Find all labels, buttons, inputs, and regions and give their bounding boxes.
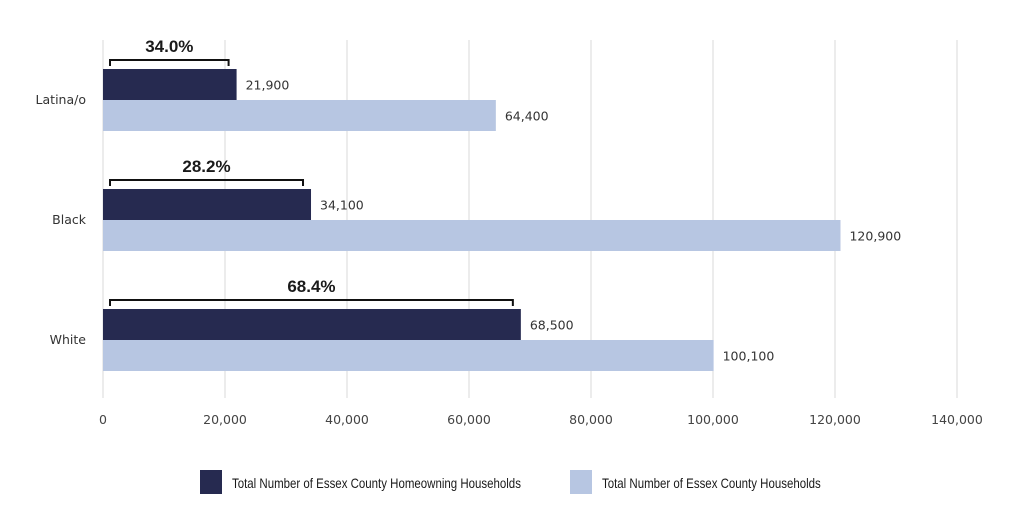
legend-swatch: [200, 470, 222, 494]
data-label: 64,400: [505, 109, 549, 124]
bar: [103, 100, 496, 131]
x-tick-label: 80,000: [569, 412, 613, 427]
percent-annotation: 28.2%: [182, 157, 230, 176]
bar: [103, 220, 841, 251]
percent-bracket: [109, 179, 305, 186]
bar: [103, 309, 521, 340]
data-label: 21,900: [246, 78, 290, 93]
data-label: 120,900: [849, 229, 901, 244]
x-tick-label: 0: [99, 412, 107, 427]
legend-label: Total Number of Essex County Households: [602, 475, 821, 491]
legend-swatch: [570, 470, 592, 494]
data-label: 100,100: [723, 349, 775, 364]
bar: [103, 189, 312, 220]
percent-bracket: [109, 59, 230, 66]
data-label: 34,100: [320, 198, 364, 213]
percent-annotation: 68.4%: [287, 277, 335, 296]
legend-label: Total Number of Essex County Homeowning …: [232, 475, 521, 491]
bar: [103, 340, 714, 371]
category-label: White: [50, 332, 87, 347]
category-label: Latina/o: [36, 92, 86, 107]
x-tick-label: 20,000: [203, 412, 247, 427]
x-tick-label: 120,000: [809, 412, 861, 427]
data-label: 68,500: [530, 318, 574, 333]
x-tick-label: 100,000: [687, 412, 739, 427]
bar: [103, 69, 237, 100]
x-tick-label: 40,000: [325, 412, 369, 427]
percent-annotation: 34.0%: [145, 37, 193, 56]
x-tick-label: 60,000: [447, 412, 491, 427]
percent-bracket: [109, 299, 514, 306]
category-label: Black: [52, 212, 87, 227]
x-tick-label: 140,000: [931, 412, 983, 427]
